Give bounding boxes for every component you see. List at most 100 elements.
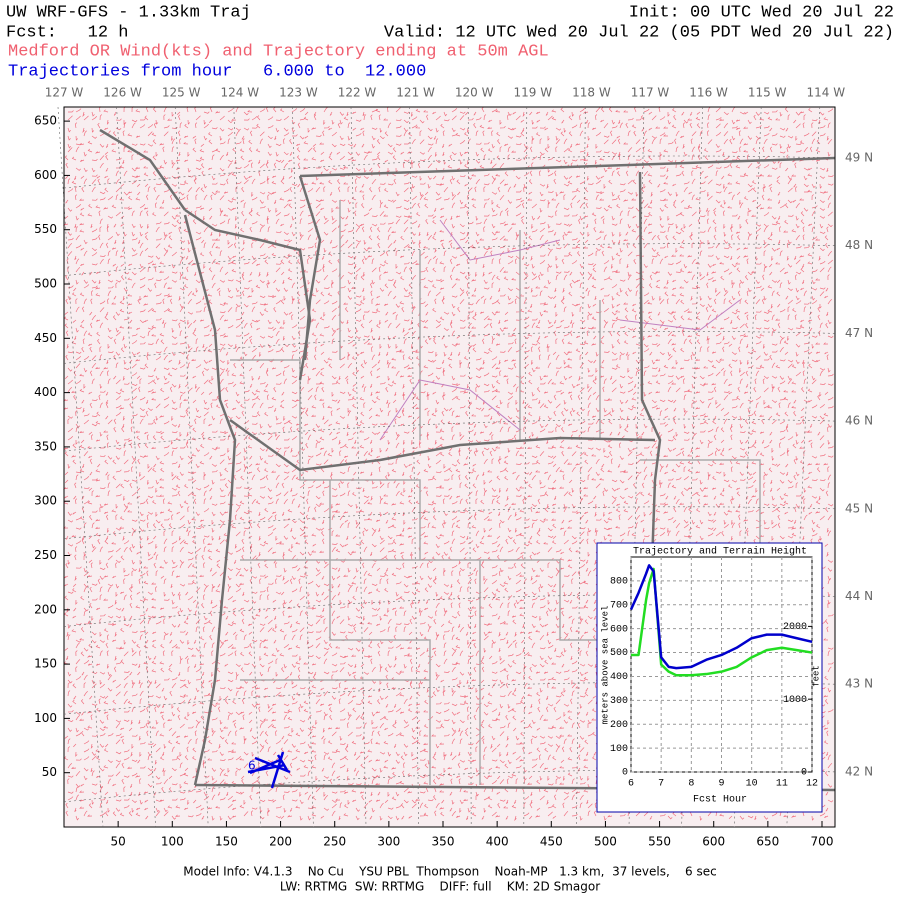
longitude-label: 118 W	[572, 86, 611, 100]
y-tick-label: 50	[42, 765, 57, 779]
parallel	[63, 506, 836, 540]
longitude-label: 127 W	[45, 86, 84, 100]
latitude-label: 43 N	[845, 677, 873, 691]
x-tick-label: 150	[215, 835, 238, 849]
x-tick-label: 550	[648, 835, 671, 849]
parallel	[63, 331, 836, 364]
latitude-label: 42 N	[845, 764, 873, 778]
y2-tick-label: 0	[801, 768, 807, 779]
init-time: Init: 00 UTC Wed 20 Jul 22	[629, 3, 894, 22]
trajectory-start-label: 6	[248, 759, 256, 773]
x-tick-label: 10	[746, 779, 758, 790]
x-tick-label: 500	[594, 835, 617, 849]
parallel	[63, 769, 836, 803]
x-tick-label: 650	[756, 835, 779, 849]
wind-barbs	[62, 106, 834, 822]
y-tick-label: 550	[34, 222, 57, 236]
parallel	[63, 594, 836, 627]
y-tick-label: 300	[610, 696, 628, 707]
x-tick-label: 700	[811, 835, 834, 849]
meridian	[57, 106, 104, 828]
latitude-label: 44 N	[845, 589, 873, 603]
inset-frame	[596, 542, 823, 813]
y-tick-label: 200	[610, 720, 628, 731]
y-tick-label: 400	[610, 672, 628, 683]
x-tick-label: 50	[111, 835, 126, 849]
model-info: Model Info: V4.1.3 No Cu YSU PBL Thompso…	[183, 865, 716, 879]
y2-tick-label: 2000	[783, 622, 807, 633]
y-tick-label: 100	[34, 711, 57, 725]
longitude-label: 120 W	[455, 86, 494, 100]
longitude-label: 115 W	[748, 86, 787, 100]
parallel	[63, 243, 836, 276]
x-tick-label: 7	[658, 779, 664, 790]
longitude-label: 116 W	[689, 86, 728, 100]
x-tick-label: 100	[161, 835, 184, 849]
y-tick-label: 700	[610, 600, 628, 611]
map-frame	[63, 106, 836, 828]
x-tick-label: 12	[806, 779, 818, 790]
y-tick-label: 600	[610, 624, 628, 635]
subtitle: Medford OR Wind(kts) and Trajectory endi…	[8, 42, 549, 61]
longitude-label: 117 W	[631, 86, 670, 100]
longitude-label: 124 W	[221, 86, 260, 100]
y2-tick-label: 1000	[783, 695, 807, 706]
lat-lon-grid	[57, 106, 836, 828]
longitude-label: 126 W	[103, 86, 142, 100]
x-tick-label: 11	[776, 779, 788, 790]
y-tick-label: 450	[34, 331, 57, 345]
meridian	[233, 106, 262, 828]
meridian	[409, 106, 419, 828]
y-tick-label: 150	[34, 657, 57, 671]
map: 6	[57, 106, 836, 828]
y-tick-label: 350	[34, 439, 57, 453]
longitude-label: 114 W	[807, 86, 846, 100]
inset-x-label: Fcst Hour	[693, 795, 747, 806]
y-tick-label: 650	[34, 114, 57, 128]
x-tick-label: 200	[269, 835, 292, 849]
y-tick-label: 400	[34, 385, 57, 399]
inset-y2-label: feet	[811, 665, 821, 687]
latitude-label: 49 N	[845, 151, 873, 165]
latitude-label: 47 N	[845, 326, 873, 340]
trajectory-hours: Trajectories from hour 6.000 to 12.000	[8, 62, 426, 81]
x-tick-label: 350	[432, 835, 455, 849]
title: UW WRF-GFS - 1.33km Traj	[6, 3, 251, 22]
forecast-hour: Fcst: 12 h	[6, 23, 128, 42]
meridian	[350, 106, 367, 828]
x-tick-label: 400	[486, 835, 509, 849]
latitude-label: 48 N	[845, 238, 873, 252]
longitude-label: 125 W	[162, 86, 201, 100]
valid-time: Valid: 12 UTC Wed 20 Jul 22 (05 PDT Wed …	[384, 23, 894, 42]
meridian	[292, 106, 314, 828]
x-tick-label: 600	[702, 835, 725, 849]
x-tick-label: 6	[628, 779, 634, 790]
x-tick-label: 9	[718, 779, 724, 790]
parallel	[63, 418, 836, 452]
y-tick-label: 500	[34, 277, 57, 291]
parallel	[63, 155, 836, 189]
inset-y-label: meters above sea level	[600, 606, 610, 725]
inset-chart: Trajectory and Terrain Height Fcst Hour …	[596, 542, 823, 813]
rivers	[379, 219, 741, 441]
x-tick-label: 450	[540, 835, 563, 849]
longitude-label: 119 W	[514, 86, 553, 100]
y-tick-label: 600	[34, 168, 57, 182]
inset-title: Trajectory and Terrain Height	[633, 546, 807, 558]
meridian	[116, 106, 156, 828]
x-tick-label: 300	[377, 835, 400, 849]
latitude-label: 46 N	[845, 414, 873, 428]
y-tick-label: 300	[34, 494, 57, 508]
y-tick-label: 0	[622, 768, 628, 779]
longitude-label: 122 W	[338, 86, 377, 100]
y-tick-label: 200	[34, 602, 57, 616]
trajectory-path	[247, 751, 291, 789]
y-tick-label: 100	[610, 744, 628, 755]
model-info-2: LW: RRTMG SW: RRTMG DIFF: full KM: 2D Sm…	[280, 880, 600, 894]
meridian	[576, 106, 586, 828]
y-tick-label: 800	[610, 577, 628, 588]
county-lines	[230, 200, 761, 785]
parallel	[63, 681, 836, 715]
x-tick-label: 8	[688, 779, 694, 790]
